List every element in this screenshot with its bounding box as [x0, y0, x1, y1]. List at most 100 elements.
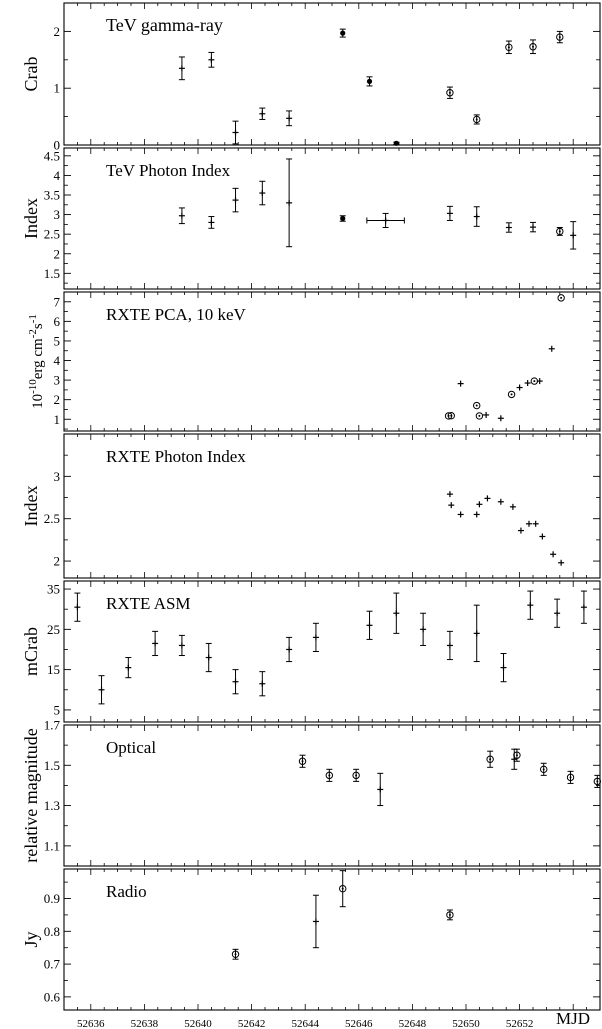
- marker-filled-circle: [340, 30, 346, 36]
- data-point: [74, 592, 81, 622]
- y-tick-label: 4: [54, 168, 61, 183]
- marker-center-dot: [475, 404, 478, 407]
- data-point: [473, 604, 480, 663]
- marker-center-dot: [507, 46, 510, 49]
- y-tick-label: 2: [54, 392, 61, 407]
- y-tick-label: 6: [54, 314, 61, 329]
- data-point: [513, 748, 521, 762]
- y-tick-label: 3.5: [44, 188, 60, 203]
- marker-center-dot: [515, 754, 518, 757]
- y-tick-label: 3: [54, 469, 61, 484]
- x-tick-label: 52640: [184, 1018, 212, 1029]
- data-point: [152, 630, 159, 657]
- marker-open-circle: [507, 390, 516, 399]
- data-point: [98, 675, 105, 705]
- data-point: [420, 612, 427, 646]
- marker-open-circle: [447, 412, 455, 420]
- data-point: [205, 642, 212, 673]
- panel-title: RXTE Photon Index: [106, 447, 246, 466]
- marker-center-dot: [533, 380, 536, 383]
- y-tick-label: 3: [54, 207, 61, 222]
- data-point: [259, 107, 266, 120]
- data-point: [593, 774, 602, 788]
- panel-title: RXTE PCA, 10 keV: [106, 305, 247, 324]
- data-point: [486, 750, 494, 768]
- data-point: [286, 158, 293, 248]
- marker-open-circle: [446, 89, 454, 97]
- data-point: [231, 948, 240, 960]
- data-point: [125, 657, 132, 679]
- marker-center-dot: [355, 774, 358, 777]
- x-axis-label: MJD: [556, 1009, 590, 1028]
- y-tick-label: 2.5: [44, 511, 60, 526]
- y-tick-label: 1: [54, 81, 61, 96]
- data-point: [448, 502, 455, 509]
- marker-open-circle: [513, 751, 521, 759]
- x-tick-label: 52636: [77, 1018, 105, 1029]
- marker-open-circle: [298, 757, 307, 765]
- data-point: [232, 187, 239, 213]
- y-tick-label: 0: [54, 138, 61, 153]
- data-point: [505, 222, 512, 233]
- data-point: [536, 378, 543, 385]
- marker-filled-circle: [340, 215, 346, 222]
- marker-open-circle: [566, 773, 575, 782]
- y-tick-label: 4.5: [44, 148, 60, 163]
- marker-open-circle: [352, 771, 360, 780]
- data-point: [540, 762, 548, 776]
- y-tick-label: 4: [54, 353, 61, 368]
- marker-open-circle: [486, 755, 494, 763]
- marker-open-circle: [339, 884, 347, 893]
- data-point: [178, 207, 185, 225]
- data-point: [539, 533, 546, 540]
- panel-2: 1.5 2 2.5 3 3.5 4 4.5 TeV Photon Index Index: [21, 147, 601, 290]
- data-point: [325, 768, 334, 782]
- data-point: [352, 768, 360, 782]
- data-point: [473, 114, 481, 125]
- data-point: [530, 221, 536, 233]
- marker-center-dot: [301, 760, 304, 763]
- marker-center-dot: [448, 91, 451, 94]
- marker-open-circle: [529, 43, 537, 51]
- marker-center-dot: [542, 768, 545, 771]
- data-point: [298, 754, 307, 768]
- data-point: [286, 636, 293, 663]
- marker-center-dot: [489, 758, 492, 761]
- marker-center-dot: [448, 913, 451, 916]
- marker-center-dot: [560, 296, 563, 299]
- y-axis-label: 10-10erg cm-2s-1: [27, 314, 46, 409]
- data-point: [570, 221, 577, 250]
- panel-title: TeV Photon Index: [106, 161, 231, 180]
- data-point: [483, 411, 490, 418]
- marker-open-circle: [557, 294, 565, 302]
- y-axis-label: Index: [21, 486, 41, 527]
- data-point: [500, 653, 507, 683]
- marker-filled-circle: [393, 140, 399, 146]
- marker-open-circle: [473, 401, 481, 410]
- marker-center-dot: [596, 780, 599, 783]
- data-point: [447, 412, 455, 420]
- data-point: [232, 669, 239, 695]
- marker-open-circle: [446, 911, 454, 919]
- y-tick-label: 2: [54, 24, 61, 39]
- marker-open-circle: [593, 777, 602, 786]
- marker-center-dot: [558, 36, 561, 39]
- marker-open-circle: [556, 227, 564, 236]
- y-axis-label: Crab: [21, 57, 41, 92]
- data-point: [505, 40, 513, 55]
- y-tick-label: 3: [54, 373, 61, 388]
- panel-title: TeV gamma-ray: [106, 15, 223, 35]
- y-tick-label: 25: [47, 622, 60, 637]
- marker-open-circle: [473, 115, 481, 124]
- x-tick-label: 52652: [506, 1018, 534, 1029]
- marker-center-dot: [569, 776, 572, 779]
- data-point: [446, 205, 453, 221]
- data-point: [366, 610, 373, 640]
- y-axis-label: Jy: [21, 931, 41, 947]
- data-point: [524, 380, 531, 387]
- x-tick-label: 52638: [131, 1018, 159, 1029]
- data-point: [497, 498, 504, 505]
- x-tick-label: 52650: [452, 1018, 480, 1029]
- data-point: [232, 120, 239, 145]
